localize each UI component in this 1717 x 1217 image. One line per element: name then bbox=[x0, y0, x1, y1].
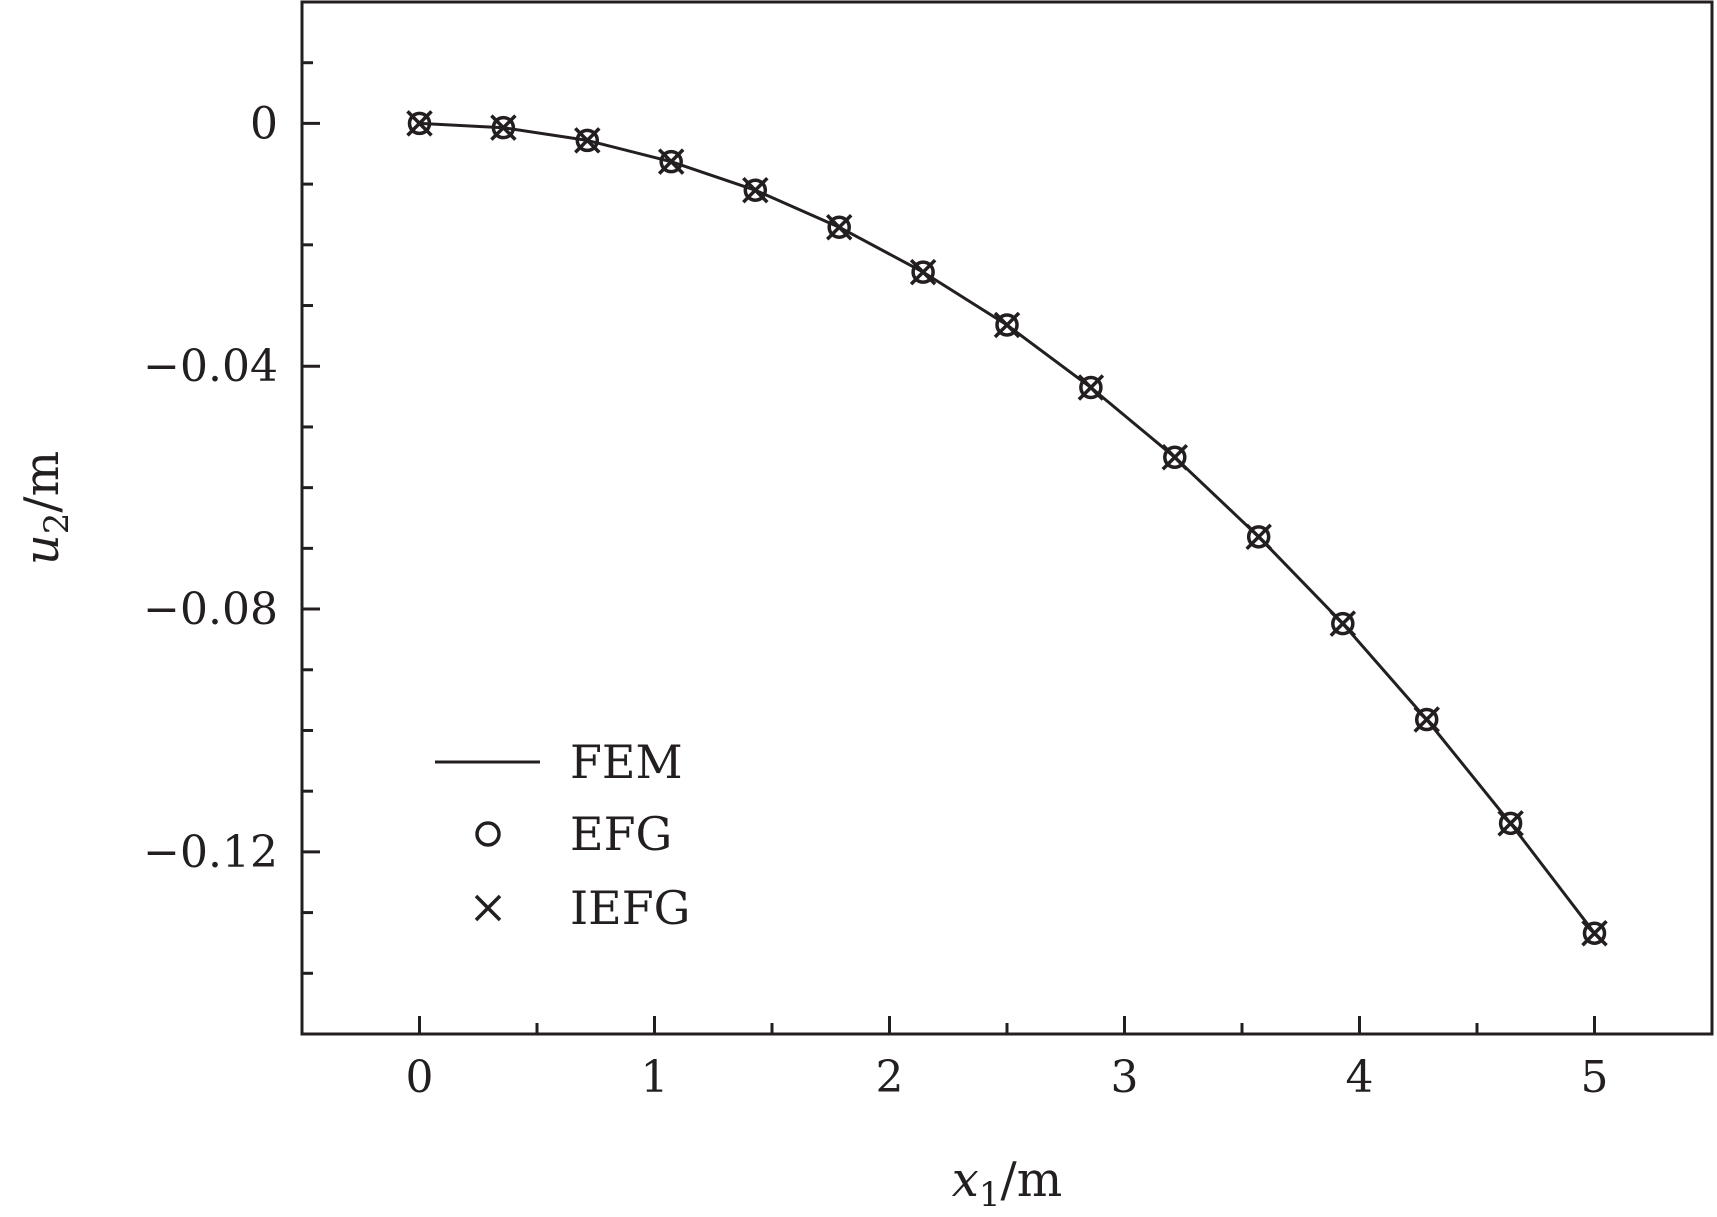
iefg-point bbox=[574, 127, 601, 154]
x-tick-label: 2 bbox=[876, 1052, 904, 1103]
iefg-point bbox=[909, 258, 937, 286]
efg-point bbox=[911, 260, 935, 284]
efg-point bbox=[659, 149, 683, 174]
efg-point bbox=[743, 178, 768, 202]
legend-efg-marker bbox=[475, 821, 501, 847]
x-axis-label: x1/m bbox=[952, 1152, 1062, 1215]
efg-point bbox=[1582, 921, 1607, 945]
iefg-point bbox=[1329, 610, 1357, 637]
efg-point bbox=[1079, 375, 1103, 400]
series-iefg bbox=[406, 110, 1608, 947]
series-efg bbox=[407, 111, 1607, 945]
efg-point bbox=[491, 115, 516, 140]
tick-labels: 0 1 2 3 4 5 0 −0.04 −0.08 −0.12 bbox=[143, 98, 1608, 1103]
efg-point bbox=[407, 111, 432, 136]
y-axis-label: u2/m bbox=[14, 451, 77, 565]
iefg-point bbox=[490, 114, 517, 141]
efg-point bbox=[1414, 707, 1439, 732]
legend-fem-label: FEM bbox=[570, 735, 683, 789]
plot-frame bbox=[300, 0, 1714, 1036]
iefg-point bbox=[657, 148, 685, 175]
efg-point bbox=[827, 215, 851, 239]
efg-point bbox=[575, 128, 600, 153]
x-tick-label: 5 bbox=[1581, 1052, 1609, 1103]
legend: FEM EFG IEFG bbox=[435, 735, 690, 935]
iefg-point bbox=[1245, 523, 1272, 551]
x-tick-label: 4 bbox=[1346, 1052, 1374, 1103]
legend-iefg-label: IEFG bbox=[570, 881, 690, 935]
efg-point bbox=[995, 313, 1019, 337]
x-axis-sub: 1 bbox=[979, 1175, 1001, 1215]
efg-point bbox=[1246, 525, 1271, 549]
y-axis-sub: 2 bbox=[37, 513, 77, 535]
iefg-point bbox=[993, 311, 1021, 339]
x-axis-var: x bbox=[952, 1152, 979, 1208]
efg-point bbox=[1163, 445, 1187, 470]
y-tick-label: 0 bbox=[250, 98, 278, 149]
legend-iefg-marker bbox=[474, 894, 502, 922]
efg-point bbox=[1498, 811, 1523, 836]
y-tick-label: −0.04 bbox=[143, 341, 278, 392]
y-axis-unit: /m bbox=[14, 451, 70, 513]
iefg-point bbox=[742, 176, 769, 204]
iefg-point bbox=[825, 213, 853, 241]
efg-point bbox=[1331, 611, 1355, 636]
x-tick-label: 0 bbox=[406, 1052, 434, 1103]
x-tick-label: 1 bbox=[641, 1052, 669, 1103]
legend-efg-label: EFG bbox=[570, 807, 672, 861]
iefg-point bbox=[1497, 810, 1524, 837]
x-tick-label: 3 bbox=[1111, 1052, 1139, 1103]
y-axis-var: u bbox=[14, 534, 70, 565]
series-layer bbox=[406, 110, 1608, 947]
iefg-point bbox=[1413, 706, 1440, 733]
iefg-point bbox=[1161, 444, 1189, 471]
y-tick-label: −0.12 bbox=[143, 827, 278, 878]
iefg-point bbox=[406, 110, 433, 137]
y-tick-label: −0.08 bbox=[143, 584, 278, 635]
x-axis-unit: /m bbox=[1001, 1152, 1063, 1208]
iefg-point bbox=[1581, 919, 1608, 947]
iefg-point bbox=[1077, 374, 1105, 401]
axis-ticks bbox=[302, 61, 1596, 1034]
